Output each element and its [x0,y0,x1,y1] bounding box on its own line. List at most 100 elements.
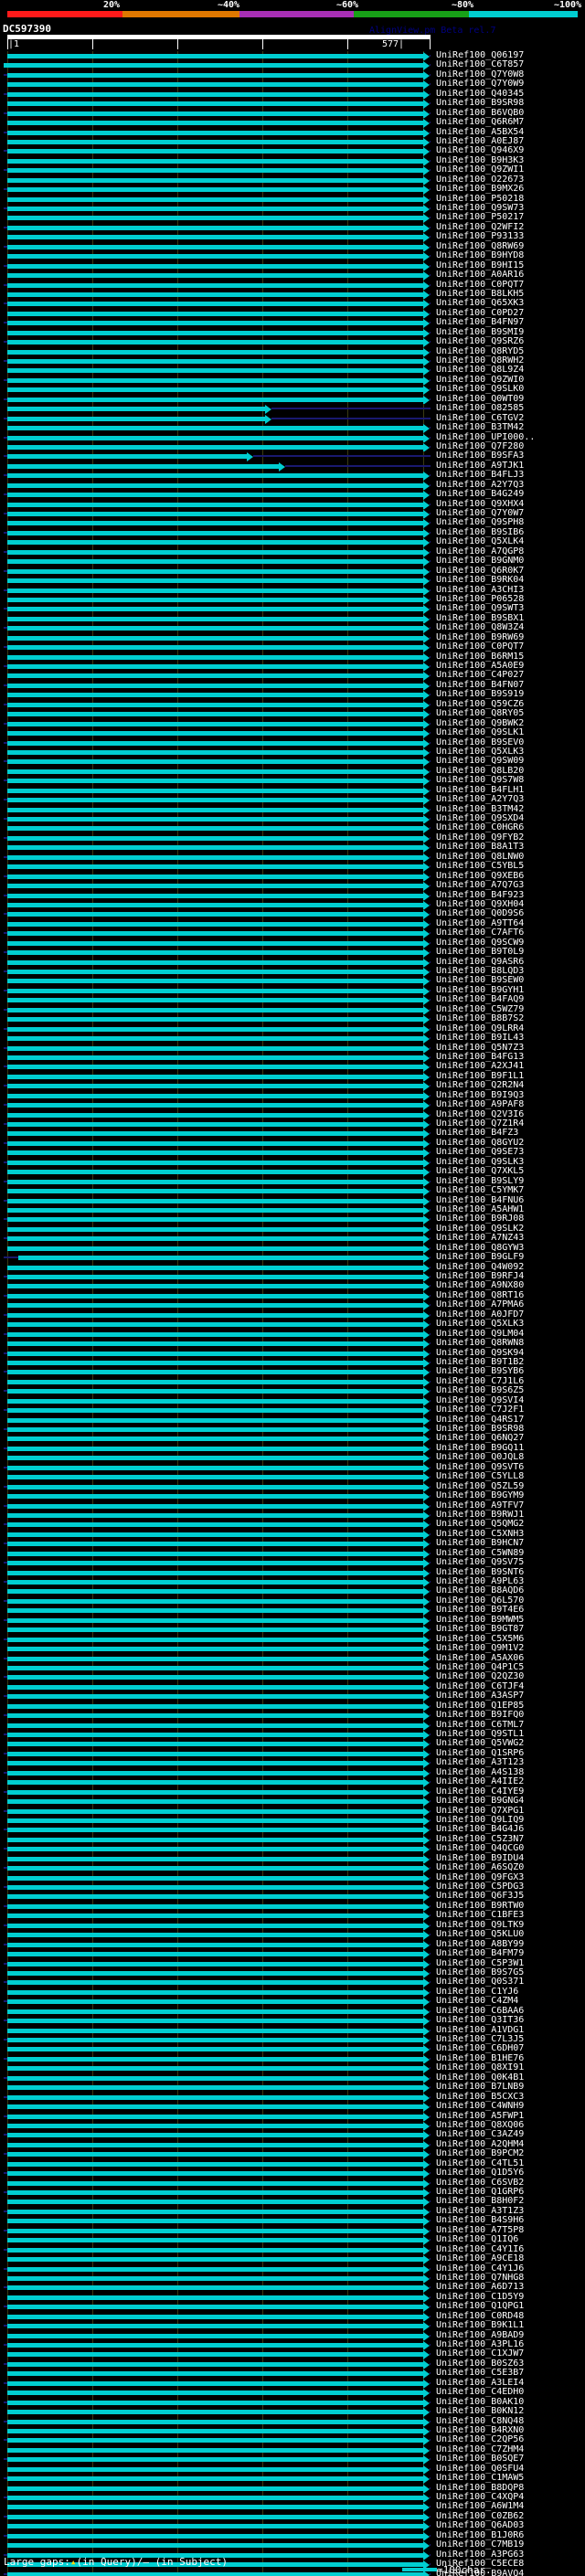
hit-label[interactable]: UniRef100_Q9ZWI1 [436,164,525,175]
hsp-bar[interactable] [7,788,423,793]
hsp-bar[interactable] [7,482,423,488]
hit-label[interactable]: UniRef100_B9SIB6 [436,526,525,537]
hit-label[interactable]: UniRef100_Q9XHX4 [436,498,525,509]
hsp-bar[interactable] [7,1084,423,1089]
hit-label[interactable]: UniRef100_Q9FGX3 [436,1871,525,1882]
hsp-bar[interactable] [7,854,423,860]
hit-label[interactable]: UniRef100_A1VDG1 [436,2024,525,2035]
hsp-bar[interactable] [7,1131,423,1137]
hit-label[interactable]: UniRef100_Q0SFU4 [436,2463,525,2474]
hsp-bar[interactable] [7,2056,423,2062]
hsp-bar[interactable] [7,235,423,240]
hsp-bar[interactable] [7,1542,423,1547]
hsp-bar[interactable] [7,2200,423,2205]
hsp-bar[interactable] [7,1026,423,1032]
hsp-bar[interactable] [7,1246,423,1251]
hsp-bar[interactable] [7,435,423,440]
hsp-bar[interactable] [7,1637,423,1642]
hit-label[interactable]: UniRef100_C6TML7 [436,1719,525,1730]
hsp-bar[interactable] [7,1065,423,1070]
hit-label[interactable]: UniRef100_B0SQE7 [436,2454,525,2465]
hit-label[interactable]: UniRef100_B4G249 [436,489,525,500]
hit-label[interactable]: UniRef100_P93133 [436,231,525,242]
hit-label[interactable]: UniRef100_B4FLJ3 [436,470,525,481]
hit-label[interactable]: UniRef100_Q1D5Y6 [436,2168,525,2178]
hit-label[interactable]: UniRef100_B8DQP8 [436,2482,525,2493]
hsp-bar[interactable] [7,2266,423,2272]
hit-label[interactable]: UniRef100_B9HI15 [436,260,525,270]
hit-label[interactable]: UniRef100_A0EJ87 [436,135,525,146]
hit-label[interactable]: UniRef100_C0PD27 [436,307,525,318]
hit-label[interactable]: UniRef100_Q9ASR6 [436,956,525,967]
hsp-bar[interactable] [7,950,423,956]
hsp-bar[interactable] [7,845,423,851]
hsp-bar[interactable] [7,1456,423,1461]
hsp-bar[interactable] [7,2114,423,2119]
hit-label[interactable]: UniRef100_Q7Y0W9 [436,79,525,90]
hit-label[interactable]: UniRef100_A3CHI3 [436,584,525,595]
hit-label[interactable]: UniRef100_Q9LIQ9 [436,1814,525,1825]
hsp-bar[interactable] [7,340,423,345]
hsp-bar[interactable] [7,187,423,193]
hsp-bar[interactable] [7,1770,423,1776]
hit-label[interactable]: UniRef100_B4FZ3 [436,1128,519,1139]
hit-label[interactable]: UniRef100_B9H3K3 [436,154,525,165]
hsp-bar[interactable] [7,779,423,784]
hsp-bar[interactable] [7,1370,423,1375]
hit-label[interactable]: UniRef100_B4G4J6 [436,1824,525,1835]
hsp-bar[interactable] [7,921,423,927]
hit-label[interactable]: UniRef100_B1HE76 [436,2052,525,2063]
hit-label[interactable]: UniRef100_A6W1M4 [436,2501,525,2512]
hsp-bar[interactable] [7,2161,423,2167]
hsp-bar[interactable] [7,1322,423,1328]
hit-label[interactable]: UniRef100_C6T857 [436,59,525,70]
hsp-bar[interactable] [7,1217,423,1223]
hsp-bar[interactable] [7,2361,423,2367]
hsp-bar[interactable] [7,1647,423,1652]
hsp-bar[interactable] [7,1017,423,1023]
hsp-bar[interactable] [7,588,423,593]
hsp-bar[interactable] [7,2180,423,2186]
hit-label[interactable]: UniRef100_Q8XQ06 [436,2119,525,2130]
hsp-bar[interactable] [7,893,423,898]
hsp-bar[interactable] [7,2133,423,2138]
hsp-bar[interactable] [7,2190,423,2195]
hit-label[interactable]: UniRef100_A9BAD9 [436,2329,525,2340]
hit-label[interactable]: UniRef100_Q9M1V2 [436,1643,525,1654]
hsp-bar[interactable] [7,1656,423,1661]
hit-label[interactable]: UniRef100_Q8GYW3 [436,1242,525,1253]
hit-label[interactable]: UniRef100_A2XJ41 [436,1061,525,1072]
hit-label[interactable]: UniRef100_Q9XEB6 [436,870,525,881]
hit-label[interactable]: UniRef100_C7MB19 [436,2539,525,2550]
hsp-bar[interactable] [7,139,423,144]
hsp-bar[interactable] [7,1885,423,1890]
hsp-bar[interactable] [7,931,423,937]
hit-label[interactable]: UniRef100_C5YLL8 [436,1471,525,1482]
hsp-bar[interactable] [7,1207,423,1213]
hsp-bar[interactable] [7,1484,423,1489]
hsp-bar[interactable] [7,1236,423,1242]
hsp-bar[interactable] [7,1989,423,1995]
hsp-bar[interactable] [7,1818,423,1823]
hit-label[interactable]: UniRef100_B9S919 [436,689,525,700]
hit-label[interactable]: UniRef100_C8NQ48 [436,2415,525,2426]
hsp-bar[interactable] [7,1150,423,1156]
hit-label[interactable]: UniRef100_B9RFJ4 [436,1271,525,1281]
hit-label[interactable]: UniRef100_Q06197 [436,50,525,60]
hit-label[interactable]: UniRef100_C1YJ6 [436,1986,519,1997]
hit-label[interactable]: UniRef100_B9IDU4 [436,1852,525,1863]
hsp-bar[interactable] [7,1684,423,1690]
hit-label[interactable]: UniRef100_A3PG63 [436,2549,525,2560]
hit-label[interactable]: UniRef100_Q2V3I6 [436,1108,525,1119]
hit-label[interactable]: UniRef100_B3TM42 [436,803,525,814]
hit-label[interactable]: UniRef100_A0AR16 [436,270,525,281]
hit-label[interactable]: UniRef100_C6DH07 [436,2043,525,2054]
hsp-bar[interactable] [7,359,423,364]
hit-label[interactable]: UniRef100_C5ECE8 [436,2559,525,2570]
hsp-bar[interactable] [7,1913,423,1919]
hit-label[interactable]: UniRef100_Q946X9 [436,145,525,156]
hit-label[interactable]: UniRef100_B6VQB0 [436,107,525,118]
hsp-bar[interactable] [7,91,423,97]
hsp-bar[interactable] [7,940,423,946]
hsp-bar[interactable] [7,1847,423,1852]
